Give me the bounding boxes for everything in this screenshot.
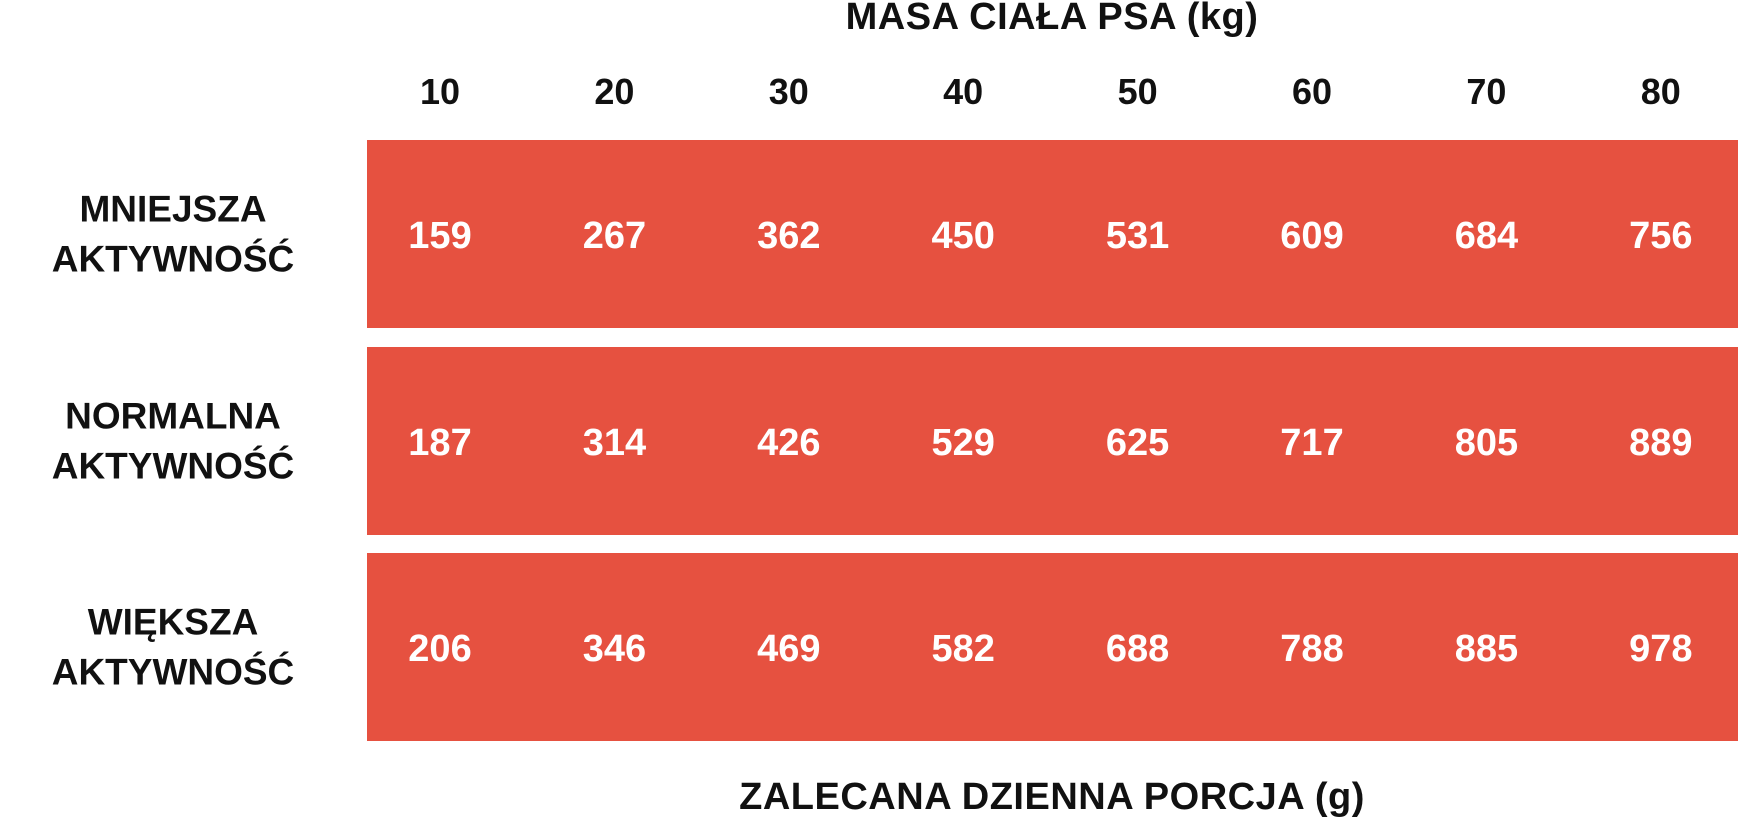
- cell-value: 469: [757, 628, 821, 670]
- cell-value: 625: [1105, 422, 1170, 464]
- column-header: 60: [1291, 71, 1333, 112]
- cell-value: 885: [1454, 628, 1519, 670]
- column-header: 80: [1640, 71, 1681, 112]
- row-band: [367, 553, 1738, 741]
- cell-value: 346: [582, 628, 647, 670]
- cell-value: 187: [408, 422, 472, 464]
- column-header: 20: [594, 71, 635, 112]
- cell-value: 159: [408, 215, 472, 257]
- cell-value: 684: [1454, 215, 1519, 257]
- cell-value: 889: [1629, 422, 1693, 464]
- cell-value: 688: [1105, 628, 1170, 670]
- column-header: 40: [943, 71, 984, 112]
- table-title: MASA CIAŁA PSA (kg): [845, 0, 1259, 38]
- cell-value: 426: [757, 422, 821, 464]
- cell-value: 756: [1629, 215, 1693, 257]
- table-caption: ZALECANA DZIENNA PORCJA (g): [739, 776, 1365, 818]
- cell-value: 978: [1629, 628, 1693, 670]
- column-header: 30: [768, 71, 809, 112]
- cell-value: 267: [582, 215, 647, 257]
- column-header: 10: [419, 71, 461, 112]
- row-band: [367, 347, 1738, 535]
- cell-value: 314: [582, 422, 647, 464]
- row-label: AKTYWNOŚĆ: [51, 238, 295, 280]
- cell-value: 717: [1280, 422, 1344, 464]
- row-band: [367, 140, 1738, 328]
- cell-value: 529: [931, 422, 995, 464]
- row-label: WIĘKSZA: [87, 601, 259, 643]
- cell-value: 609: [1280, 215, 1344, 257]
- cell-value: 805: [1454, 422, 1519, 464]
- column-header: 70: [1466, 71, 1507, 112]
- cell-value: 531: [1105, 215, 1170, 257]
- cell-value: 450: [931, 215, 995, 257]
- column-header: 50: [1117, 71, 1158, 112]
- cell-value: 206: [408, 628, 472, 670]
- row-label: MNIEJSZA: [79, 188, 267, 230]
- row-label: NORMALNA: [65, 395, 281, 437]
- cell-value: 362: [757, 215, 821, 257]
- row-label: AKTYWNOŚĆ: [51, 445, 295, 487]
- cell-value: 788: [1280, 628, 1344, 670]
- row-label: AKTYWNOŚĆ: [51, 651, 295, 693]
- cell-value: 582: [931, 628, 995, 670]
